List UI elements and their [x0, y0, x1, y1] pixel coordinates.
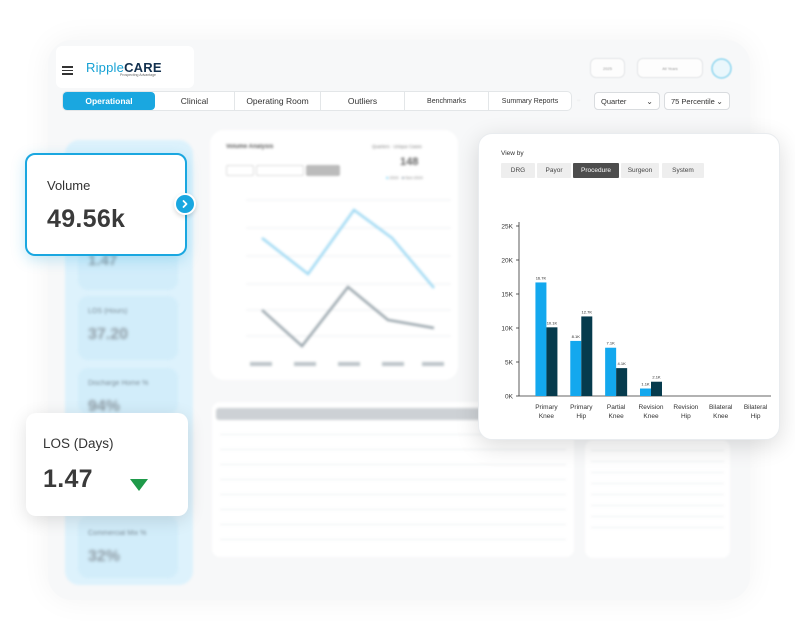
percentile-select[interactable]: 75 Percentile ⌄ — [664, 92, 730, 110]
kpi-sidebar-value: 1.47 — [88, 252, 118, 269]
bar — [535, 282, 547, 396]
x-tick-label: Knee — [643, 413, 659, 420]
view-by-procedure[interactable]: Procedure — [573, 163, 619, 178]
x-tick-label: Bilateral — [709, 404, 733, 411]
procedure-bar-chart: 0K 5K 10K 15K 20K 25K 16.7K 10.1K Primary Knee 8.1… — [501, 222, 771, 420]
x-tick-label: Hip — [681, 413, 691, 420]
kpi-sidebar-label: Discharge Home % — [88, 380, 149, 387]
bar — [546, 327, 558, 396]
avatar[interactable] — [711, 58, 732, 79]
percentile-select-value: 75 Percentile — [671, 96, 715, 106]
data-table — [212, 402, 574, 557]
chevron-down-icon: ⌄ — [716, 96, 723, 106]
x-tick-label: Knee — [609, 413, 625, 420]
chevron-down-icon: ⌄ — [646, 96, 653, 106]
x-tick-label: Primary — [570, 404, 593, 411]
x-tick-label: Primary — [535, 404, 558, 411]
tab-benchmarks[interactable]: Benchmarks — [405, 92, 489, 110]
bar-data-label: 7.1K — [607, 341, 616, 346]
kpi-sidebar-value: 32% — [88, 548, 121, 565]
logo-card — [56, 46, 194, 88]
menu-icon[interactable] — [62, 66, 73, 75]
x-tick-label: Bilateral — [744, 404, 768, 411]
bar-data-label: 1.1K — [641, 382, 650, 387]
bar — [651, 381, 662, 396]
kpi-sidebar-value: 94% — [88, 398, 121, 415]
bar — [616, 368, 628, 396]
los-kpi-card[interactable]: LOS (Days) 1.47 — [26, 413, 188, 516]
volume-panel-toggle[interactable] — [226, 163, 346, 176]
y-tick-label: 25K — [501, 224, 513, 231]
trend-down-icon — [130, 479, 148, 491]
y-tick-label: 20K — [501, 258, 513, 265]
y-tick-label: 5K — [505, 360, 514, 367]
bar-data-label: 16.7K — [536, 275, 547, 280]
bar-data-label: 4.1K — [618, 361, 627, 366]
x-tick-label: Revision — [639, 404, 664, 411]
kpi-sidebar-label: LOS (Hours) — [88, 308, 128, 315]
view-by-drg[interactable]: DRG — [501, 163, 535, 178]
view-by-surgeon[interactable]: Surgeon — [621, 163, 659, 178]
tab-operational[interactable]: Operational — [63, 92, 155, 110]
kpi-sidebar-value: 37.20 — [88, 326, 129, 343]
view-by-payor[interactable]: Payor — [537, 163, 571, 178]
kpi-card-bg — [78, 516, 178, 578]
bar-data-label: 8.1K — [572, 334, 581, 339]
year-pill[interactable]: 2025 — [590, 58, 625, 78]
y-tick-label: 10K — [501, 326, 513, 333]
bar — [640, 388, 651, 396]
tab-operating-room[interactable]: Operating Room — [235, 92, 321, 110]
volume-value: 49.56k — [47, 205, 126, 233]
bar-data-label: 2.1K — [652, 375, 661, 380]
kpi-card-bg — [78, 368, 178, 414]
filter-caption: ·· — [577, 98, 581, 104]
y-tick-label: 0K — [505, 394, 514, 401]
view-by-chart-card: View by DRG Payor Procedure Surgeon Syst… — [478, 133, 780, 440]
bar-data-label: 12.7K — [582, 309, 593, 314]
x-tick-label: Hip — [576, 413, 586, 420]
brand-tagline: Prospecting Advantage — [120, 73, 156, 77]
volume-line-chart — [246, 199, 451, 366]
bar — [581, 316, 593, 396]
x-tick-label: Hip — [751, 413, 761, 420]
bar — [570, 340, 582, 396]
chevron-right-icon[interactable] — [174, 193, 196, 215]
x-tick-label: Revision — [673, 404, 698, 411]
tab-outliers[interactable]: Outliers — [321, 92, 405, 110]
volume-panel-legend: ● 2024 ● Non 2024 — [386, 175, 423, 180]
volume-series-b-line — [261, 285, 435, 348]
period-select-value: Quarter — [601, 96, 627, 106]
volume-panel-count: 148 — [400, 156, 419, 168]
ranked-list — [585, 440, 730, 558]
x-tick-label: Knee — [713, 413, 729, 420]
los-label: LOS (Days) — [43, 436, 114, 451]
bar — [605, 347, 617, 396]
y-tick-label: 15K — [501, 292, 513, 299]
x-tick-label: Partial — [607, 404, 626, 411]
view-by-system[interactable]: System — [662, 163, 704, 178]
kpi-card-bg — [78, 296, 178, 360]
tab-clinical[interactable]: Clinical — [155, 92, 235, 110]
bar-data-label: 10.1K — [547, 320, 558, 325]
x-tick-label: Knee — [539, 413, 555, 420]
tab-summary-reports[interactable]: Summary Reports — [501, 97, 559, 105]
kpi-sidebar-label: Commercial Mix % — [88, 530, 147, 537]
period-select[interactable]: Quarter ⌄ — [594, 92, 660, 110]
brand-logo: RippleCARE — [86, 60, 162, 75]
volume-panel-subtitle: Quarters · Unique Cases — [372, 144, 422, 149]
all-years-pill[interactable]: All Years — [637, 58, 703, 78]
volume-kpi-card[interactable]: Volume 49.56k — [25, 153, 187, 256]
volume-label: Volume — [47, 178, 91, 193]
view-by-label: View by — [501, 150, 524, 157]
volume-series-a-line — [261, 208, 435, 289]
kpi-card-bg — [78, 250, 178, 290]
los-value: 1.47 — [43, 465, 93, 493]
volume-panel-title: Volume Analysis — [226, 144, 274, 150]
main-tabs: Operational Clinical Operating Room Outl… — [62, 91, 572, 111]
